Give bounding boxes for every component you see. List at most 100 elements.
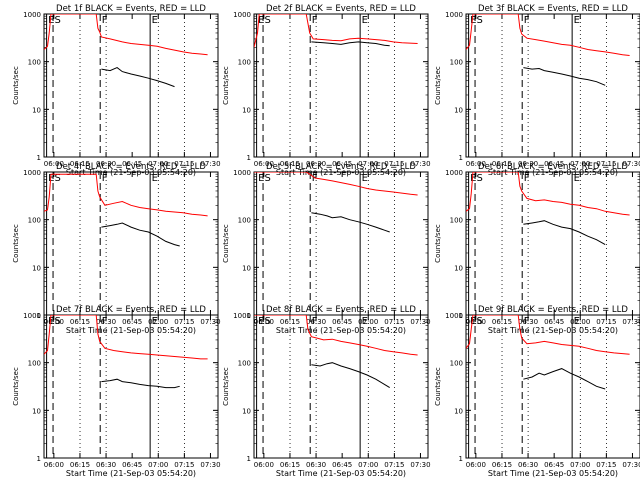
event-marker-label: E: [258, 173, 264, 184]
red-series-line: [254, 14, 418, 48]
plot-frame: [465, 171, 640, 316]
black-series-line: [523, 67, 606, 86]
x-tick-label: 07:30: [410, 461, 430, 469]
y-axis-label: Counts/sec: [12, 367, 20, 406]
event-marker-label: E: [48, 316, 54, 327]
y-tick-label: 1: [247, 455, 251, 463]
event-marker-label: F: [102, 316, 108, 327]
red-series-line: [44, 173, 208, 217]
x-tick-label: 06:45: [122, 461, 142, 469]
y-tick-label: 1000: [445, 11, 463, 19]
x-tick-label: 06:30: [306, 461, 326, 469]
x-tick-label: 06:15: [70, 461, 90, 469]
x-tick-label: 07:15: [384, 160, 404, 168]
red-series-line: [466, 172, 630, 216]
black-series-line: [101, 222, 180, 247]
x-tick-label: 06:15: [280, 461, 300, 469]
x-tick-label: 06:15: [280, 318, 300, 326]
plot-frame: [465, 13, 640, 158]
x-tick-label: 07:15: [596, 160, 616, 168]
event-marker-label: S: [265, 316, 271, 327]
chart-title: Det 9f BLACK = Events, RED = LLD: [478, 305, 628, 315]
x-tick-label: 06:30: [96, 318, 116, 326]
black-series-line: [311, 41, 390, 47]
event-marker-label: E: [48, 173, 54, 184]
y-tick-label: 1000: [445, 312, 463, 320]
x-tick-label: 07:30: [622, 160, 640, 168]
x-tick-label: 07:15: [384, 461, 404, 469]
x-tick-label: 07:30: [410, 160, 430, 168]
x-tick-label: 07:30: [622, 318, 640, 326]
red-series-line: [254, 315, 418, 356]
event-marker-label: E: [152, 15, 158, 26]
y-tick-label: 10: [454, 407, 463, 415]
event-marker-label: E: [48, 15, 54, 26]
chart-panel: Det 6f BLACK = Events, RED = LLD 1 10 100 10…: [434, 162, 640, 335]
chart-title: Det 5f BLACK = Events, RED = LLD: [266, 162, 416, 172]
y-tick-label: 10: [454, 106, 463, 114]
y-tick-label: 100: [450, 59, 463, 67]
chart-title: Det 8f BLACK = Events, RED = LLD: [266, 305, 416, 315]
event-marker-label: E: [470, 173, 476, 184]
x-tick-label: 06:00: [254, 461, 274, 469]
y-tick-label: 100: [238, 59, 251, 67]
y-tick-label: 1000: [23, 169, 41, 177]
x-tick-label: 06:30: [518, 461, 538, 469]
x-tick-label: 07:00: [148, 160, 168, 168]
event-marker-label: S: [265, 15, 271, 26]
y-tick-label: 10: [242, 264, 251, 272]
red-series-line: [466, 315, 630, 355]
event-marker-label: E: [362, 15, 368, 26]
x-tick-label: 06:45: [544, 160, 564, 168]
y-tick-label: 10: [242, 407, 251, 415]
event-marker-label: E: [470, 15, 476, 26]
event-marker-label: E: [574, 173, 580, 184]
black-series-line: [311, 362, 390, 389]
x-tick-label: 06:45: [122, 160, 142, 168]
y-tick-label: 10: [32, 407, 41, 415]
event-marker-label: E: [574, 316, 580, 327]
x-tick-label: 06:15: [280, 160, 300, 168]
red-series-line: [44, 315, 208, 360]
y-tick-label: 10: [242, 106, 251, 114]
x-tick-label: 06:30: [306, 318, 326, 326]
event-marker-label: F: [524, 173, 530, 184]
event-marker-label: S: [55, 316, 61, 327]
x-tick-label: 06:00: [44, 160, 64, 168]
y-tick-label: 1000: [233, 169, 251, 177]
event-marker-label: E: [362, 316, 368, 327]
chart-title: Det 3f BLACK = Events, RED = LLD: [478, 4, 628, 14]
x-tick-label: 06:45: [332, 160, 352, 168]
x-axis-label: Start Time (21-Sep-03 05:54:20): [488, 469, 618, 478]
x-tick-label: 06:45: [332, 461, 352, 469]
y-axis-label: Counts/sec: [222, 224, 230, 263]
x-tick-label: 07:00: [358, 160, 378, 168]
y-axis-label: Counts/sec: [434, 367, 442, 406]
x-tick-label: 06:45: [544, 461, 564, 469]
chart-title: Det 4f BLACK = Events, RED = LLD: [56, 162, 206, 172]
x-tick-label: 06:00: [44, 461, 64, 469]
y-tick-label: 1000: [233, 11, 251, 19]
x-tick-label: 07:00: [148, 461, 168, 469]
event-marker-label: E: [152, 316, 158, 327]
x-tick-label: 06:15: [492, 160, 512, 168]
event-marker-label: E: [258, 15, 264, 26]
y-tick-label: 1: [37, 154, 41, 162]
event-marker-label: S: [55, 173, 61, 184]
black-series-line: [101, 378, 180, 389]
y-tick-label: 1: [459, 312, 463, 320]
event-marker-label: S: [477, 15, 483, 26]
event-marker-label: F: [102, 173, 108, 184]
chart-panel: Det 9f BLACK = Events, RED = LLD11010010…: [434, 305, 640, 478]
x-axis-label: Start Time (21-Sep-03 05:54:20): [66, 326, 196, 335]
event-marker-label: E: [152, 173, 158, 184]
y-axis-label: Counts/sec: [434, 224, 442, 263]
event-marker-label: E: [258, 316, 264, 327]
y-tick-label: 100: [238, 360, 251, 368]
x-tick-label: 07:30: [200, 160, 220, 168]
chart-panel: Det 7f BLACK = Events, RED = LLD11010010…: [12, 305, 221, 478]
x-axis-label: Start Time (21-Sep-03 05:54:20): [276, 469, 406, 478]
y-axis-label: Counts/sec: [434, 66, 442, 105]
y-tick-label: 10: [32, 106, 41, 114]
chart-title: Det 1f BLACK = Events, RED = LLD: [56, 4, 206, 14]
